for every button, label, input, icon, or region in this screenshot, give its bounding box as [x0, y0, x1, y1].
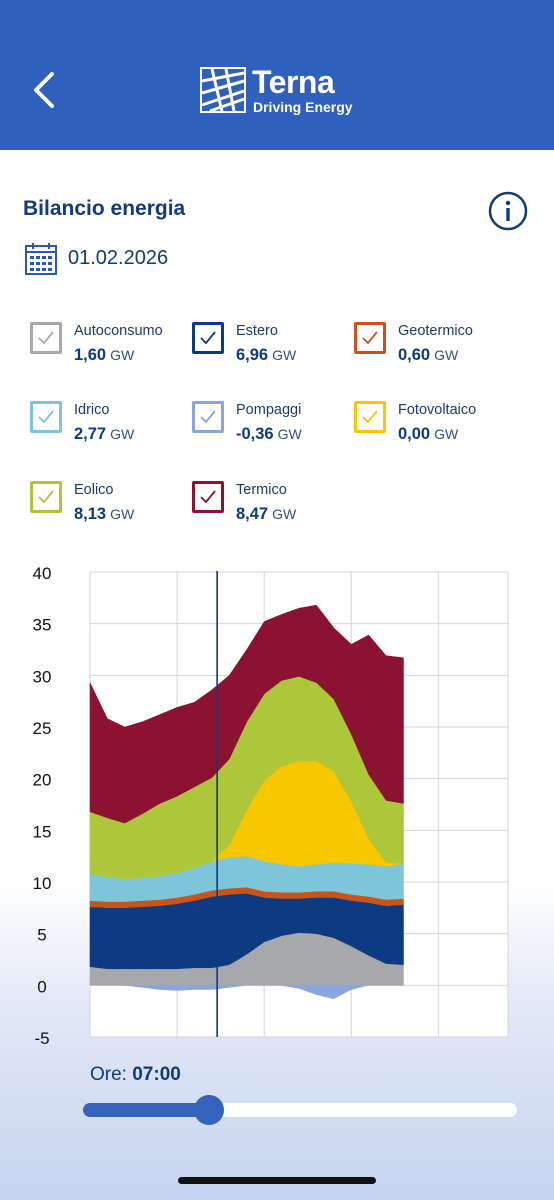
legend-value-unit: GW	[434, 347, 459, 363]
home-indicator	[178, 1177, 376, 1184]
legend-value: 6,96 GW	[236, 346, 296, 365]
legend-checkbox[interactable]	[192, 322, 224, 354]
legend-label: Autoconsumo	[74, 323, 163, 339]
legend-value-unit: GW	[277, 426, 302, 442]
chevron-left-icon	[34, 72, 54, 108]
legend-value-number: 8,47	[236, 505, 269, 523]
legend-checkbox[interactable]	[30, 401, 62, 433]
slider-thumb[interactable]	[193, 1095, 224, 1125]
page-title: Bilancio energia	[23, 197, 186, 220]
y-tick-label: -5	[34, 1029, 49, 1048]
y-tick-label: 0	[37, 977, 46, 996]
legend-checkbox[interactable]	[30, 322, 62, 354]
legend-checkbox[interactable]	[192, 481, 224, 513]
hour-label: Ore:	[90, 1064, 127, 1085]
legend-item-autoconsumo[interactable]: Autoconsumo 1,60 GW	[30, 322, 190, 382]
legend-item-pompaggi[interactable]: Pompaggi -0,36 GW	[192, 401, 352, 461]
y-tick-label: 20	[33, 771, 52, 790]
legend-item-estero[interactable]: Estero 6,96 GW	[192, 322, 352, 382]
legend-label: Eolico	[74, 482, 114, 498]
y-tick-label: 35	[33, 616, 52, 635]
terna-logo-mark-icon	[200, 67, 246, 113]
check-icon	[200, 331, 216, 345]
legend-value-number: 2,77	[74, 425, 107, 443]
legend-value-number: 8,13	[74, 505, 107, 523]
app-header: Terna Driving Energy	[0, 0, 554, 150]
slider-fill	[83, 1103, 215, 1117]
check-icon	[38, 410, 54, 424]
legend-value: 2,77 GW	[74, 425, 134, 444]
y-tick-label: 25	[33, 719, 52, 738]
legend-value-number: 0,00	[398, 425, 431, 443]
legend-value-number: 1,60	[74, 346, 107, 364]
y-tick-label: 40	[33, 564, 52, 583]
terna-logo: Terna Driving Energy	[200, 64, 370, 117]
legend-label: Termico	[236, 482, 287, 498]
energy-balance-chart: 40 35 30 25 20 15 10 5 0 -5	[0, 555, 554, 1055]
check-icon	[362, 410, 378, 424]
y-tick-label: 30	[33, 667, 52, 686]
legend-checkbox[interactable]	[30, 481, 62, 513]
legend-checkbox[interactable]	[354, 322, 386, 354]
legend-value-unit: GW	[110, 506, 135, 522]
hour-readout: Ore: 07:00	[90, 1064, 181, 1086]
legend-value: 1,60 GW	[74, 346, 134, 365]
logo-tagline: Driving Energy	[253, 99, 353, 115]
legend-value: 8,13 GW	[74, 505, 134, 524]
y-tick-label: 10	[33, 874, 52, 893]
check-icon	[200, 410, 216, 424]
legend-value: -0,36 GW	[236, 425, 302, 444]
legend-value: 0,60 GW	[398, 346, 458, 365]
hour-value: 07:00	[132, 1064, 181, 1085]
y-tick-label: 15	[33, 822, 52, 841]
legend-value-number: 0,60	[398, 346, 431, 364]
check-icon	[38, 331, 54, 345]
legend-label: Pompaggi	[236, 402, 302, 418]
check-icon	[38, 490, 54, 504]
info-button[interactable]	[488, 191, 528, 231]
info-icon	[488, 191, 528, 231]
area-pompaggi-negative	[90, 985, 404, 1000]
selected-date[interactable]: 01.02.2026	[68, 247, 169, 269]
legend-label: Fotovoltaico	[398, 402, 477, 418]
hour-slider[interactable]	[83, 1095, 517, 1125]
check-icon	[362, 331, 378, 345]
logo-name: Terna	[252, 64, 335, 100]
area-termico	[89, 604, 404, 824]
legend-item-idrico[interactable]: Idrico 2,77 GW	[30, 401, 190, 461]
legend-label: Geotermico	[398, 323, 473, 339]
y-tick-label: 5	[37, 926, 46, 945]
legend-label: Idrico	[74, 402, 110, 418]
legend-value: 8,47 GW	[236, 505, 296, 524]
back-button[interactable]	[26, 66, 66, 116]
legend-item-termico[interactable]: Termico 8,47 GW	[192, 481, 352, 541]
legend-value: 0,00 GW	[398, 425, 458, 444]
legend-value-unit: GW	[434, 426, 459, 442]
legend-item-geotermico[interactable]: Geotermico 0,60 GW	[354, 322, 514, 382]
legend-checkbox[interactable]	[192, 401, 224, 433]
check-icon	[200, 490, 216, 504]
legend-value-unit: GW	[272, 347, 297, 363]
legend-value-unit: GW	[272, 506, 297, 522]
legend-label: Estero	[236, 323, 278, 339]
calendar-icon[interactable]	[24, 242, 58, 276]
legend-item-fotovoltaico[interactable]: Fotovoltaico 0,00 GW	[354, 401, 514, 461]
legend-value-number: 6,96	[236, 346, 269, 364]
legend-value-number: -0,36	[236, 425, 274, 443]
legend-value-unit: GW	[110, 347, 135, 363]
legend-value-unit: GW	[110, 426, 135, 442]
legend-item-eolico[interactable]: Eolico 8,13 GW	[30, 481, 190, 541]
legend-checkbox[interactable]	[354, 401, 386, 433]
